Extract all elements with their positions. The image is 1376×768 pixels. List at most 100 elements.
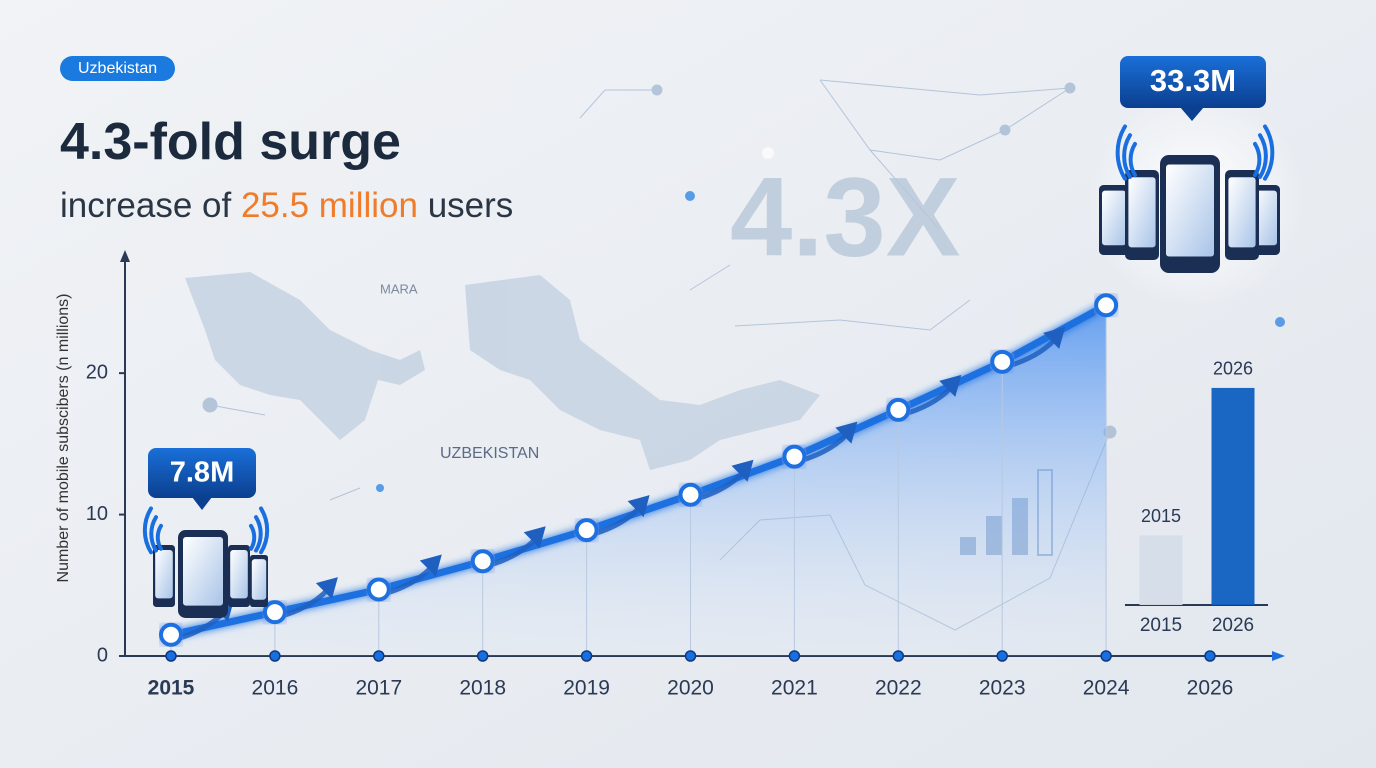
subtitle-text: increase of: [60, 186, 241, 225]
x-tick: [476, 650, 489, 662]
annotation-box: [1120, 56, 1266, 108]
x-axis-arrow: [1272, 651, 1285, 661]
x-tick: [269, 650, 281, 662]
point: [782, 444, 807, 469]
signal-wave: [142, 506, 153, 555]
annotation: 33.3M: [1150, 63, 1236, 98]
x-tick-label: 2016: [252, 677, 299, 700]
mini-bar-label: 2026: [1213, 359, 1253, 379]
phone-screen: [1102, 190, 1126, 246]
trend-arrow-head: [315, 577, 338, 600]
map: [185, 272, 820, 470]
annotation-pointer: [1180, 107, 1204, 121]
signal-wave: [149, 515, 158, 553]
annotation-box: [148, 448, 256, 498]
y-tick-label: 0: [97, 644, 108, 666]
signal-wave: [1253, 141, 1262, 178]
x-tick: [165, 650, 177, 662]
map-label: UZBEKISTAN: [440, 445, 539, 462]
node: [376, 484, 384, 492]
point: [678, 482, 703, 507]
subtitle: increase of 25.5 million users: [60, 186, 513, 226]
signal-wave: [1122, 133, 1132, 179]
headline: 4.3-fold surge: [60, 113, 401, 171]
x-tick: [996, 650, 1008, 662]
node: [651, 84, 663, 96]
node: [1064, 82, 1076, 94]
x-tick-label: 2024: [1083, 677, 1130, 700]
signal-wave: [155, 523, 163, 551]
signal-wave: [1115, 124, 1127, 181]
x-tick: [1204, 650, 1216, 662]
trend-arrow-head: [523, 526, 546, 549]
signal-wave: [1128, 141, 1137, 178]
subtitle-text: users: [417, 186, 514, 225]
phone-screen: [1166, 164, 1214, 257]
area: [171, 305, 1107, 656]
x-tick: [580, 650, 593, 662]
point: [1094, 293, 1119, 318]
x-tick-label: 2020: [667, 677, 714, 700]
y-axis-arrow: [120, 250, 130, 262]
node: [762, 147, 774, 159]
point: [990, 349, 1015, 374]
x-tick: [1100, 650, 1112, 662]
point: [886, 397, 911, 422]
signal-wave: [249, 523, 257, 551]
x-tick-label: 2021: [771, 677, 818, 700]
point: [262, 600, 287, 625]
signal-wave: [259, 506, 270, 555]
phone-screen: [1128, 177, 1156, 248]
annotation-pointer: [192, 497, 212, 510]
node: [685, 191, 695, 201]
phone-screen: [230, 549, 248, 599]
subtitle-highlight: 25.5 million: [240, 186, 418, 225]
map-shape: [465, 275, 820, 470]
x-tick-label: 2015: [148, 677, 195, 700]
signal-wave: [1258, 133, 1268, 179]
trend-arrow-head: [835, 421, 858, 444]
x-tick-label: 2018: [459, 677, 506, 700]
map-shape: [185, 272, 425, 440]
y-tick-label: 10: [86, 503, 108, 525]
x-tick-label: 2017: [355, 677, 402, 700]
node: [999, 124, 1011, 136]
mini-bar: [1211, 387, 1255, 605]
point: [470, 549, 495, 574]
x-tick-label: 2022: [875, 677, 922, 700]
map-label: MARA: [380, 281, 418, 296]
x-tick-label: 2023: [979, 677, 1026, 700]
point: [574, 518, 599, 543]
mini-bar-label: 2015: [1141, 506, 1181, 526]
y-axis-label: Number of mobile subscibers (n millions): [55, 294, 72, 583]
trend-arrow-head: [419, 554, 442, 577]
x-tick-label: 2015: [1140, 615, 1182, 636]
x-tick: [788, 650, 801, 662]
x-tick: [892, 650, 905, 662]
trend-arrow-head: [627, 495, 650, 518]
x-tick: [373, 650, 385, 662]
node: [202, 397, 218, 413]
phone-screen: [155, 549, 173, 599]
country-badge: Uzbekistan: [60, 56, 176, 81]
mini-bar: [1139, 535, 1183, 605]
phone-screen: [1228, 177, 1256, 248]
x-tick: [684, 650, 697, 662]
trend-arrow-head: [1043, 326, 1066, 349]
phone-screen: [183, 537, 223, 606]
trend-arrow-head: [731, 459, 754, 482]
signal-wave: [254, 515, 263, 553]
x-tick-label: 2026: [1212, 615, 1254, 636]
signal-wave: [1263, 124, 1275, 181]
phone-screen: [251, 559, 267, 600]
x-tick-label: 2019: [563, 677, 610, 700]
trend-arrow-head: [939, 374, 962, 397]
node: [1275, 317, 1285, 327]
network: [202, 79, 1285, 631]
x-tick-label: 2026: [1187, 677, 1234, 700]
watermark: 4.3X: [730, 155, 960, 280]
point: [159, 622, 183, 647]
annotation: 7.8M: [170, 457, 234, 489]
